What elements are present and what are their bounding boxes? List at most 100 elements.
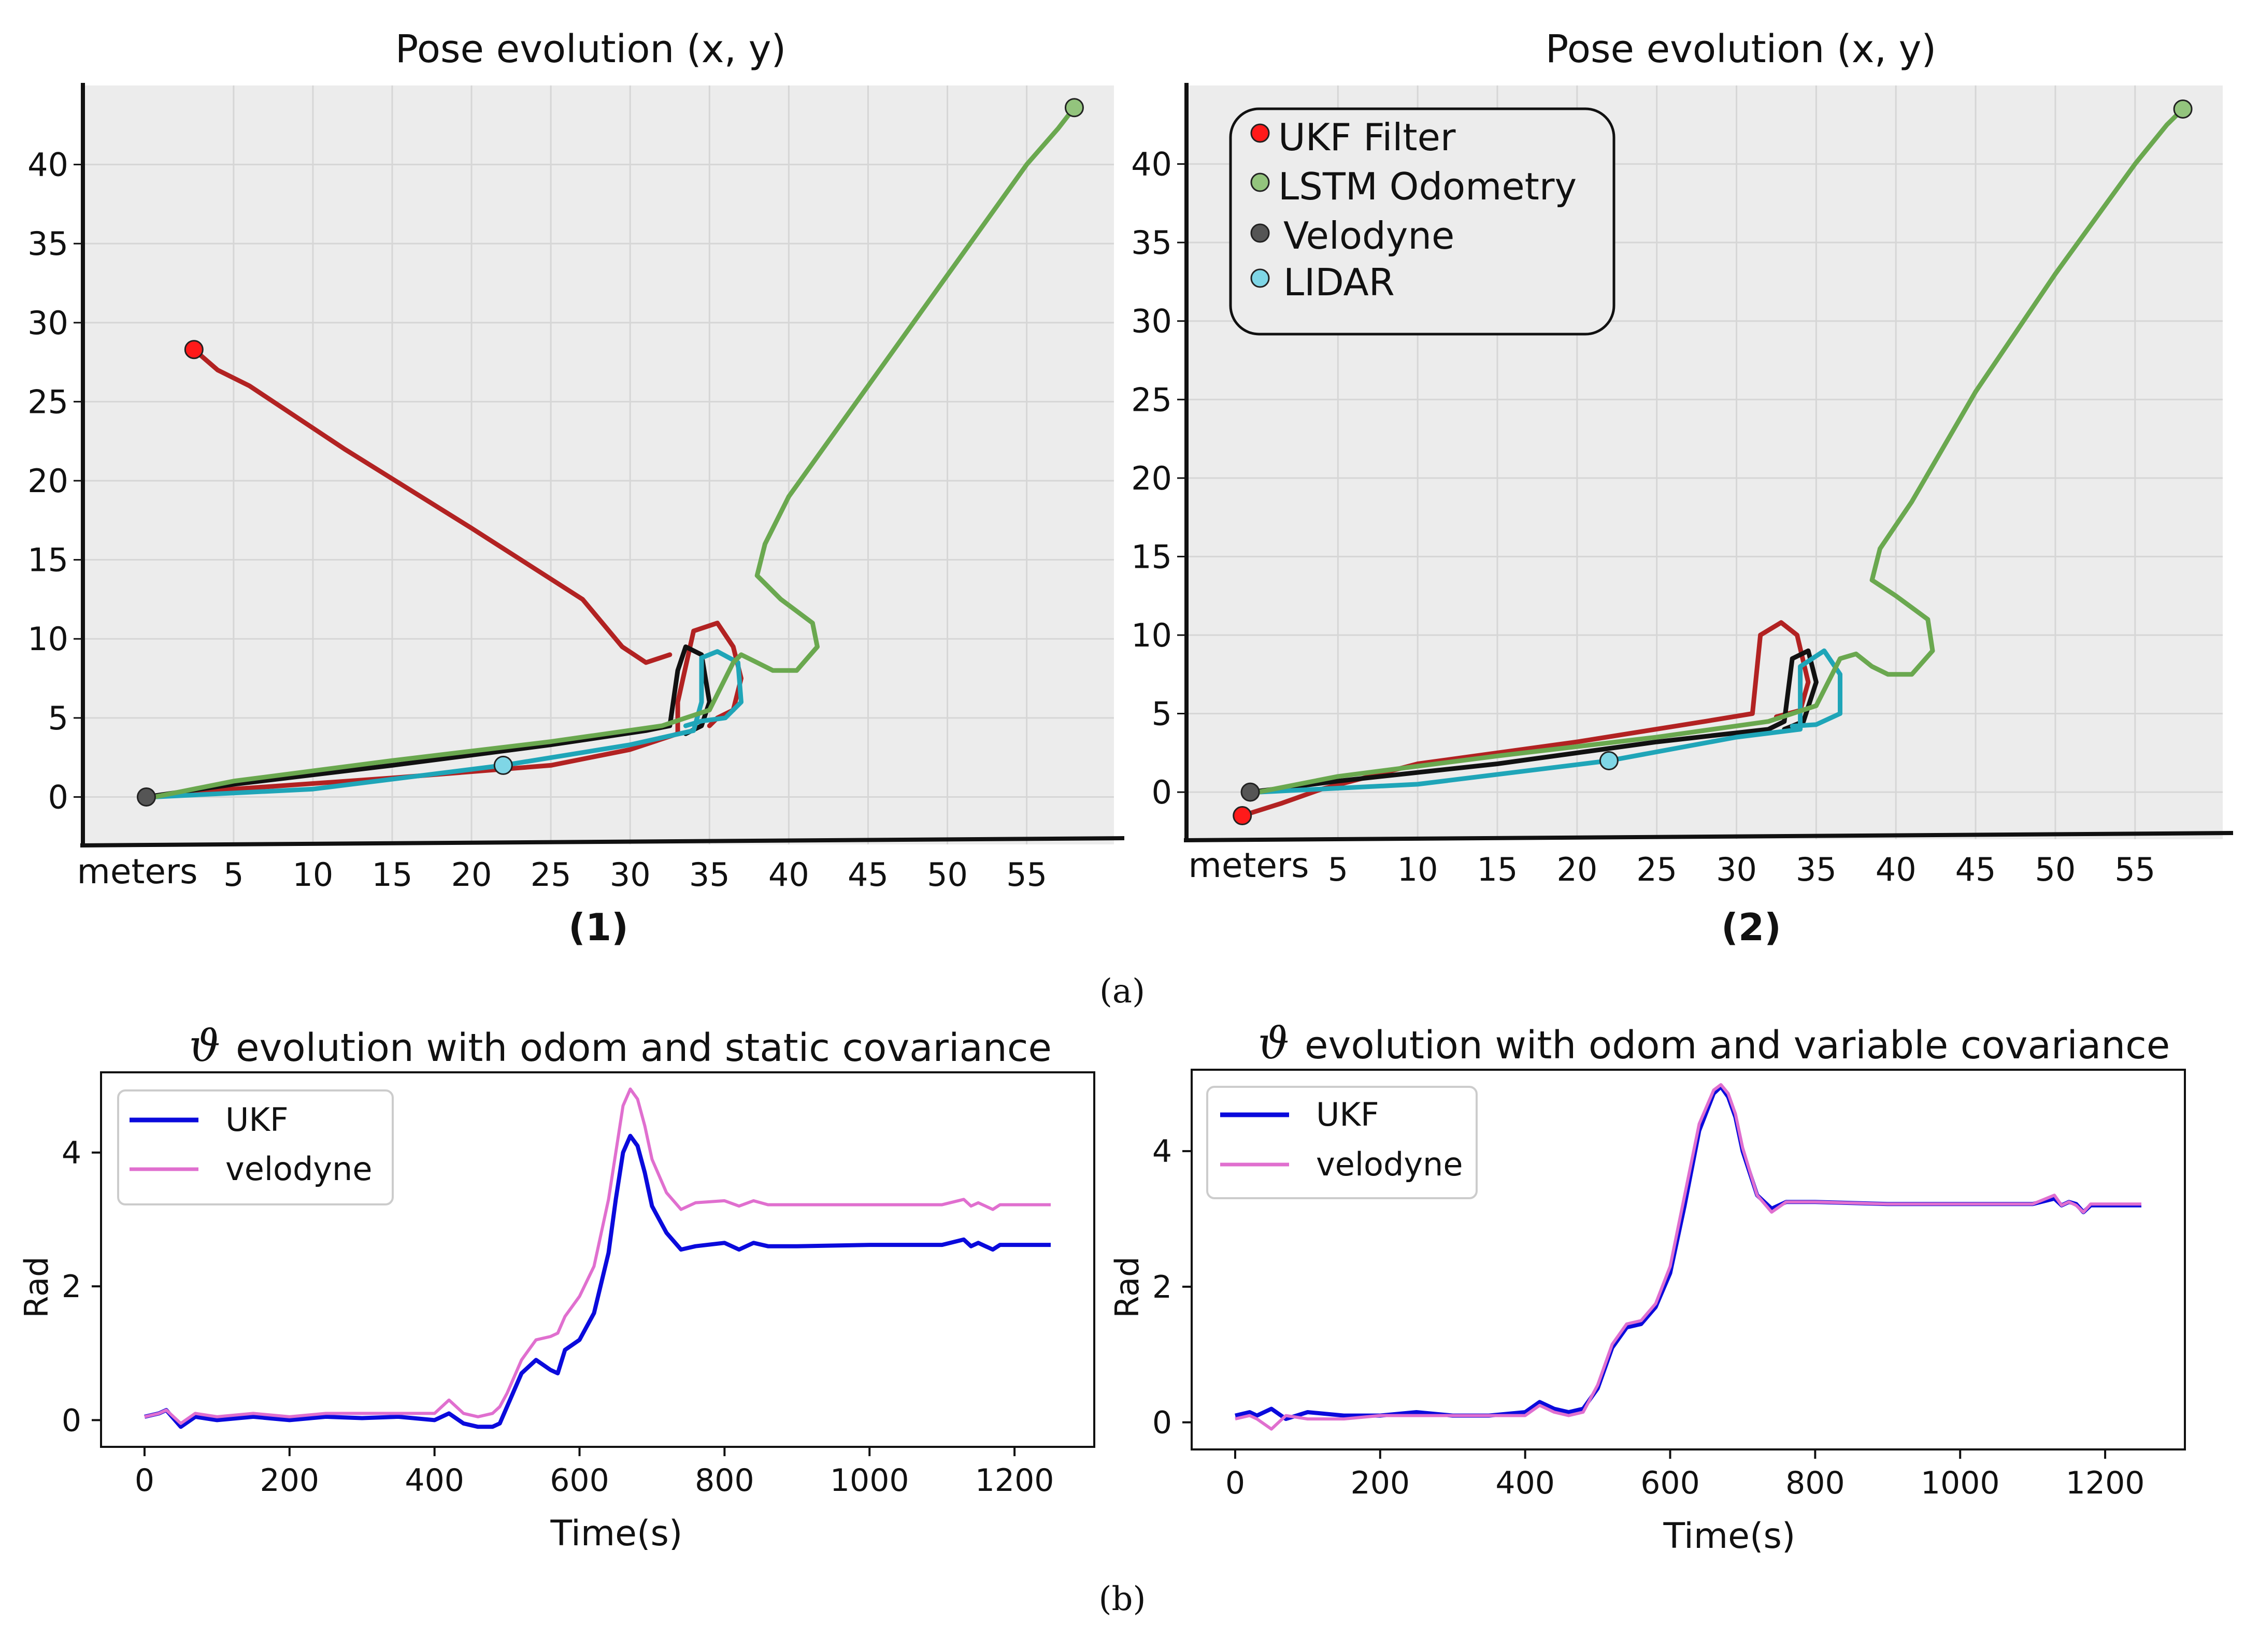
chart-title: evolution with odom and static covarianc… — [236, 1026, 1052, 1070]
y-tick-label: 30 — [27, 304, 68, 342]
x-axis-label: meters — [77, 852, 198, 892]
y-axis-label: Rad — [1108, 1256, 1146, 1318]
y-tick-label: 5 — [48, 699, 68, 737]
y-tick-label: 10 — [1131, 616, 1172, 654]
legend: UKF velodyne — [1206, 1086, 1478, 1199]
x-tick-label: 0 — [135, 1462, 154, 1499]
x-tick-label: 1000 — [1921, 1465, 2000, 1501]
series-line-velodyne — [1235, 1083, 2141, 1431]
caption-a: (a) — [1099, 972, 1145, 1011]
x-axis-line — [1183, 831, 2234, 842]
x-tick-label: 1200 — [975, 1462, 1054, 1499]
legend-label-lstm-odometry: LSTM Odometry — [1278, 165, 1577, 208]
y-tick-label: 30 — [1131, 303, 1172, 340]
series-marker-velodyne — [1240, 782, 1260, 802]
legend-label-ukf: UKF — [1316, 1096, 1379, 1133]
x-tick-label: 15 — [372, 856, 413, 894]
legend-label-velodyne: velodyne — [225, 1150, 372, 1188]
series-marker-lidar — [1599, 751, 1619, 770]
x-tick-label: 55 — [2114, 851, 2155, 888]
chart-title: Pose evolution (x, y) — [1546, 27, 1937, 71]
x-tick-label: 600 — [550, 1462, 609, 1499]
x-tick-label: 5 — [223, 856, 244, 894]
x-tick-label: 200 — [260, 1462, 320, 1499]
y-tick-label: 25 — [27, 383, 68, 421]
x-tick-label: 200 — [1351, 1465, 1410, 1501]
x-tick-label: 400 — [405, 1462, 464, 1499]
x-axis-label: Time(s) — [1663, 1516, 1796, 1557]
x-tick-label: 45 — [1955, 851, 1996, 888]
legend-marker-lidar — [1250, 268, 1270, 288]
y-tick-label: 40 — [27, 146, 68, 184]
x-tick-label: 40 — [768, 856, 809, 894]
x-tick-label: 50 — [927, 856, 968, 894]
x-tick-label: 30 — [1716, 851, 1757, 888]
x-tick-label: 600 — [1640, 1465, 1700, 1501]
panel-label: (1) — [568, 906, 628, 949]
legend-entry-lidar: LIDAR — [1250, 261, 1395, 304]
x-tick-label: 20 — [1556, 851, 1597, 888]
y-tick-label: 15 — [27, 541, 68, 579]
y-tick-label: 2 — [1152, 1269, 1172, 1305]
x-tick-label: 10 — [292, 856, 333, 894]
theta-chart-static: 0 200 400 600 800 1000 1200 0 2 4 ϑ evolution wit… — [18, 1021, 1095, 1554]
x-tick-label: 1200 — [2066, 1465, 2145, 1501]
x-axis-label: Time(s) — [550, 1513, 683, 1554]
x-tick-label: 0 — [1225, 1465, 1245, 1501]
axes — [1183, 83, 2234, 842]
x-tick-label: 25 — [1636, 851, 1677, 888]
y-tick-label: 15 — [1131, 538, 1172, 576]
legend-box — [1229, 107, 1615, 336]
legend-label-ukf-filter: UKF Filter — [1278, 116, 1456, 159]
y-tick-label: 0 — [1152, 773, 1172, 811]
series-line-velodyne — [144, 644, 712, 799]
series-line-ukf-filter — [191, 347, 673, 665]
series-group — [1235, 1083, 2141, 1431]
y-tick-label: 0 — [48, 778, 68, 816]
legend-label-velodyne: velodyne — [1316, 1145, 1463, 1183]
legend-entry-ukf-filter: UKF Filter — [1250, 116, 1456, 159]
series-group — [144, 1087, 1051, 1429]
series-line-lidar — [1256, 648, 1842, 795]
y-tick-label: 35 — [1131, 224, 1172, 262]
series-line-ukf — [144, 1133, 1051, 1429]
tick-labels: 0 200 400 600 800 1000 1200 0 2 4 — [62, 1135, 1054, 1499]
tick-labels: 0 200 400 600 800 1000 1200 0 2 4 — [1152, 1133, 2145, 1501]
series-marker-ukf-filter — [184, 340, 204, 360]
plot-background — [83, 85, 1114, 844]
chart-title-symbol: ϑ — [1258, 1018, 1289, 1069]
panel-label: (2) — [1721, 906, 1781, 949]
x-tick-label: 25 — [531, 856, 571, 894]
series-line-velodyne — [1248, 648, 1819, 795]
chart-title: evolution with odom and variable covaria… — [1305, 1023, 2170, 1068]
legend-label-lidar: LIDAR — [1283, 261, 1395, 304]
y-tick-label: 0 — [62, 1402, 81, 1439]
y-tick-label: 4 — [1152, 1133, 1172, 1170]
legend-entry-velodyne: Velodyne — [1250, 214, 1454, 257]
y-tick-label: 20 — [1131, 459, 1172, 497]
x-tick-label: 800 — [695, 1462, 754, 1499]
y-tick-label: 40 — [1131, 146, 1172, 183]
chart-title-symbol: ϑ — [189, 1021, 220, 1071]
legend-marker-ukf-filter — [1250, 123, 1270, 143]
tick-labels: 0 5 10 15 20 25 30 35 40 5 10 15 20 25 30 35 40 45 50 55 — [27, 146, 1047, 894]
x-tick-label: 30 — [610, 856, 651, 894]
y-tick-label: 25 — [1131, 381, 1172, 419]
x-tick-label: 20 — [451, 856, 492, 894]
x-tick-label: 15 — [1477, 851, 1518, 888]
series-line-velodyne — [144, 1087, 1051, 1425]
legend-label-velodyne: Velodyne — [1283, 214, 1454, 257]
y-tick-label: 5 — [1152, 695, 1172, 733]
pose-chart-1: 0 5 10 15 20 25 30 35 40 5 10 15 20 25 30 35 40 45 50 55 Po… — [27, 27, 1125, 949]
y-tick-label: 2 — [62, 1269, 81, 1305]
x-tick-label: 40 — [1876, 851, 1917, 888]
x-tick-label: 55 — [1006, 856, 1047, 894]
legend-marker-lstm-odometry — [1250, 173, 1270, 192]
tick-labels: 0 5 10 15 20 25 30 35 40 5 10 15 20 25 30 35 40 45 50 55 — [1131, 146, 2155, 888]
series-marker-lstm-odometry — [2173, 99, 2193, 119]
x-tick-label: 5 — [1328, 851, 1348, 888]
y-tick-label: 10 — [27, 620, 68, 658]
grid — [83, 85, 1114, 844]
legend-entry-lstm-odometry: LSTM Odometry — [1250, 165, 1577, 208]
